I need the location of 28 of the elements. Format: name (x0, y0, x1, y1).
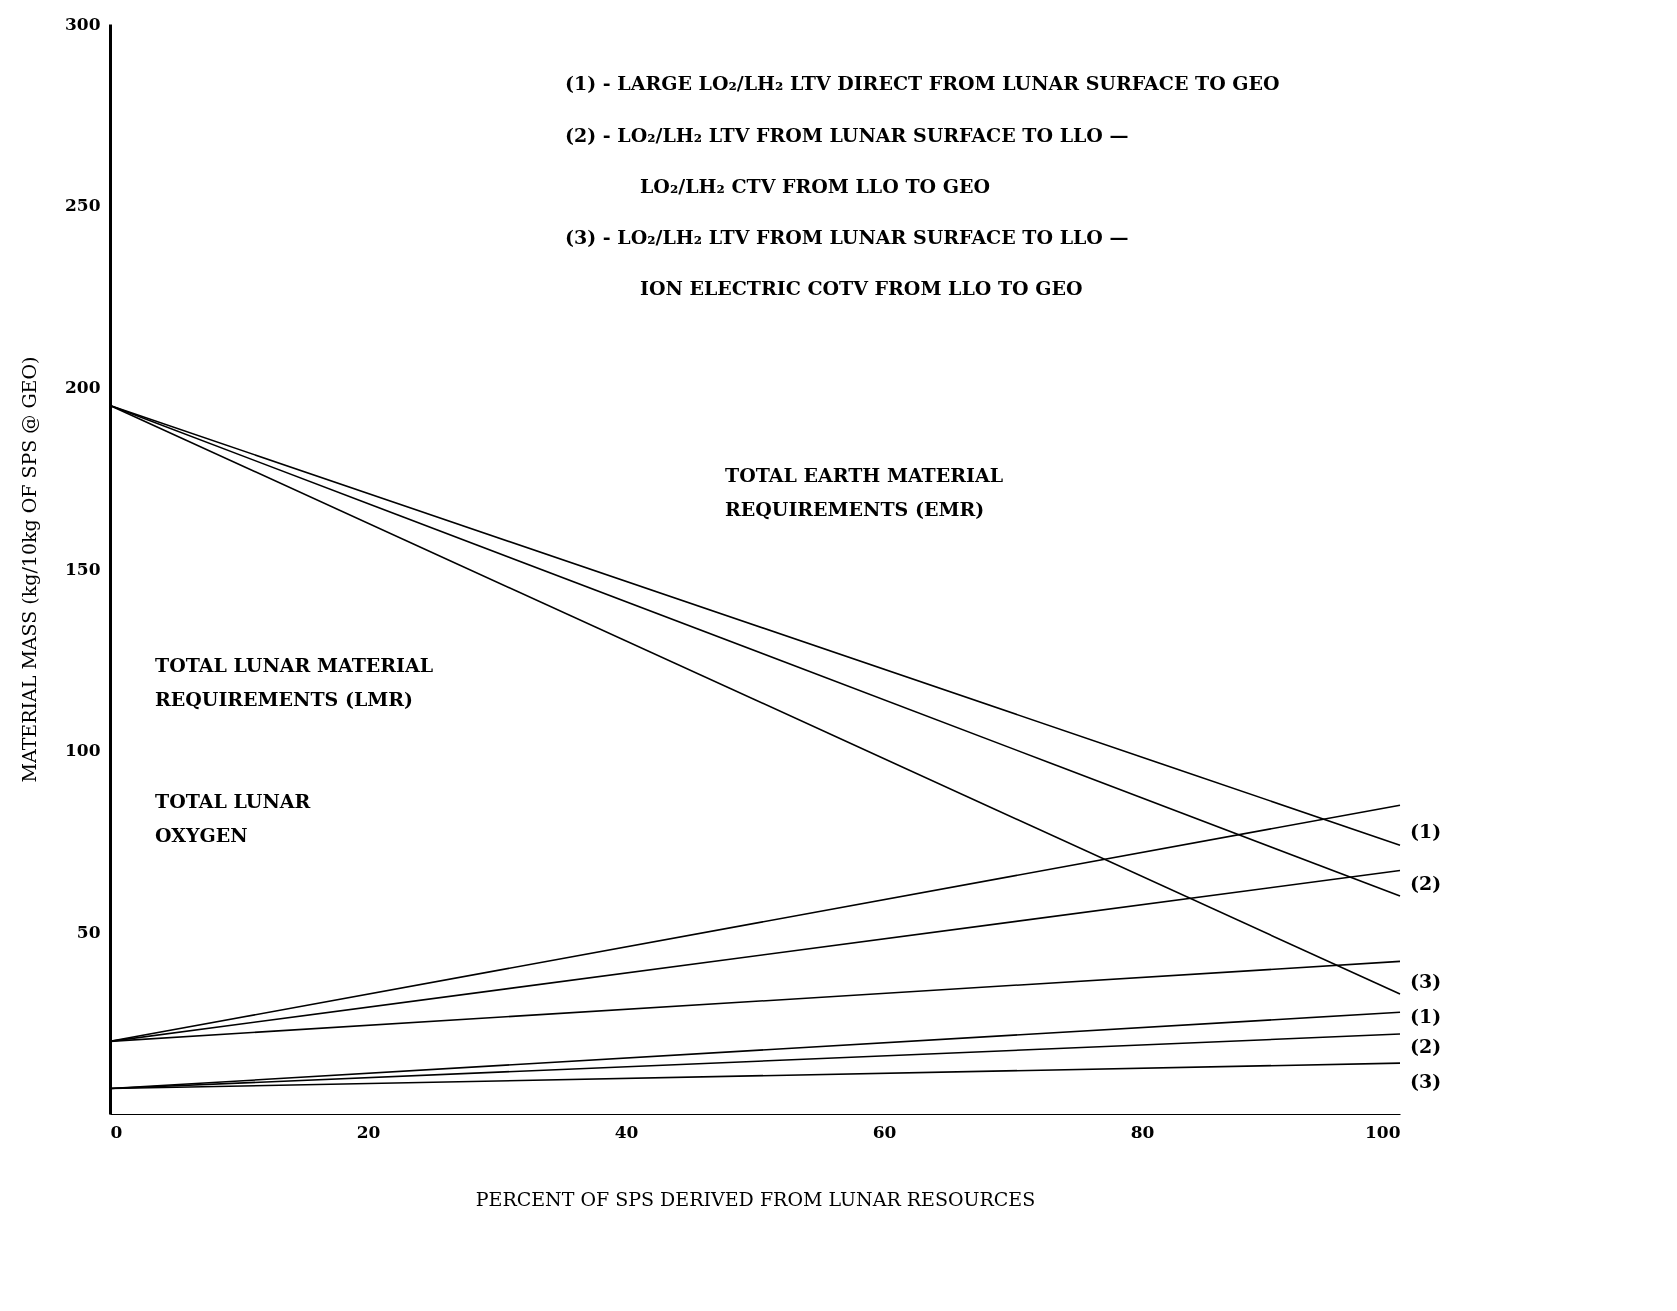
x-axis-title: PERCENT OF SPS DERIVED FROM LUNAR RESOURCES (475, 1187, 1036, 1210)
x-tick-label: 100 (1365, 1121, 1401, 1142)
x-tick-label: 20 (356, 1121, 381, 1142)
text: (1) (1410, 1005, 1442, 1027)
y-tick-label: 50 (76, 921, 101, 942)
annotation: (2) - LO₂/LH₂ LTV FROM LUNAR SURFACE TO LLO — (565, 124, 1129, 146)
x-tick-label: 60 (872, 1121, 897, 1142)
text: (3) (1410, 1070, 1442, 1092)
text: (1) (1410, 820, 1442, 842)
text: (3) (1410, 970, 1442, 992)
y-tick-label: 200 (65, 376, 101, 397)
y-tick-label: 250 (65, 195, 101, 216)
annotation: ION ELECTRIC COTV FROM LLO TO GEO (640, 277, 1083, 299)
text: (2) (1410, 1035, 1442, 1057)
y-tick-label: 100 (65, 740, 101, 761)
annotation: (3) - LO₂/LH₂ LTV FROM LUNAR SURFACE TO LLO — (565, 226, 1129, 248)
x-tick-label: 80 (1130, 1121, 1155, 1142)
y-tick-label: 150 (65, 558, 101, 579)
text: (2) (1410, 872, 1442, 894)
annotation: TOTAL EARTH MATERIAL REQUIREMENTS (EMR) (725, 464, 1004, 520)
x-tick-label: 0 (110, 1121, 123, 1142)
annotation: TOTAL LUNAR MATERIAL REQUIREMENTS (LMR) (155, 654, 434, 710)
annotation: LO₂/LH₂ CTV FROM LLO TO GEO (640, 175, 990, 197)
y-tick-label: 300 (65, 13, 101, 34)
annotation: (1) - LARGE LO₂/LH₂ LTV DIRECT FROM LUNAR SURFACE TO GEO (565, 72, 1280, 94)
annotation: TOTAL LUNAR OXYGEN (155, 790, 311, 846)
y-axis-title: MATERIAL MASS (kg/10kg OF SPS @ GEO) (18, 356, 41, 783)
x-tick-label: 40 (614, 1121, 639, 1142)
